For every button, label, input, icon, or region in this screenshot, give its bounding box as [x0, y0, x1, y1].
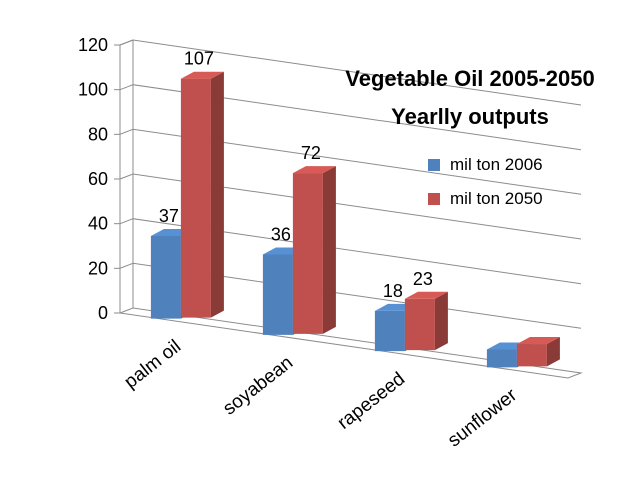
bar-top: [292, 166, 336, 174]
x-tick-label: palm oil: [121, 336, 186, 393]
bar-side: [210, 71, 224, 318]
legend-item-2050: mil ton 2050: [428, 182, 543, 216]
y-tick-label: 40: [88, 214, 108, 234]
bar-front: [516, 344, 547, 367]
bar-rapeseed-2050: [404, 291, 448, 351]
bar-front: [292, 173, 323, 334]
bar-top: [516, 337, 560, 344]
bar-front: [374, 310, 405, 352]
y-tick-label: 80: [88, 124, 108, 144]
bar-side: [434, 291, 448, 351]
bar-top: [404, 291, 448, 299]
y-tick-label: 120: [78, 35, 108, 55]
y-tick-label: 20: [88, 258, 108, 278]
gridline: [119, 39, 582, 106]
bar-palm-oil-2050: [180, 71, 224, 318]
y-tick-label: 60: [88, 169, 108, 189]
data-label: 37: [159, 206, 179, 226]
bar-side: [546, 337, 560, 367]
y-tick-label: 100: [78, 80, 108, 100]
data-label: 23: [413, 269, 433, 289]
bar-front: [262, 254, 293, 335]
bar-front: [404, 298, 435, 351]
data-label: 36: [271, 224, 291, 244]
chart-subtitle: Yearlly outputs: [391, 104, 549, 129]
y-axis-ticks: 0 20 40 60 80 100 120: [78, 35, 120, 323]
bar-top: [180, 71, 224, 79]
legend-item-2006: mil ton 2006: [428, 148, 543, 182]
x-tick-label: soyabean: [219, 352, 297, 419]
x-tick-label: sunflower: [444, 384, 522, 451]
bar-side: [322, 166, 336, 334]
chart-title: Vegetable Oil 2005-2050: [345, 66, 595, 91]
bar-soyabean-2050: [292, 166, 336, 334]
x-tick-label: rapeseed: [334, 369, 409, 434]
gridline: [119, 128, 582, 195]
legend-swatch-2006: [428, 159, 440, 171]
data-labels: 37 107 36 72 18 23: [159, 49, 433, 301]
gridline: [119, 218, 582, 285]
legend: mil ton 2006 mil ton 2050: [428, 148, 543, 216]
legend-label-2050: mil ton 2050: [450, 189, 543, 208]
y-tick-label: 0: [98, 303, 108, 323]
data-label: 107: [184, 49, 214, 69]
bar-front: [180, 78, 211, 318]
bars: [150, 71, 560, 368]
gridline: [119, 84, 582, 151]
bar-front: [486, 349, 517, 368]
x-axis-ticks: palm oil soyabean rapeseed sunflower: [121, 336, 522, 451]
gridline: [119, 173, 582, 240]
data-label: 72: [301, 143, 321, 163]
legend-label-2006: mil ton 2006: [450, 155, 543, 174]
gridlines: [119, 39, 582, 329]
data-label: 18: [383, 281, 403, 301]
bar-front: [150, 235, 181, 319]
floor: [118, 307, 583, 379]
legend-swatch-2050: [428, 193, 440, 205]
bar-sunflower-2050: [516, 337, 560, 367]
